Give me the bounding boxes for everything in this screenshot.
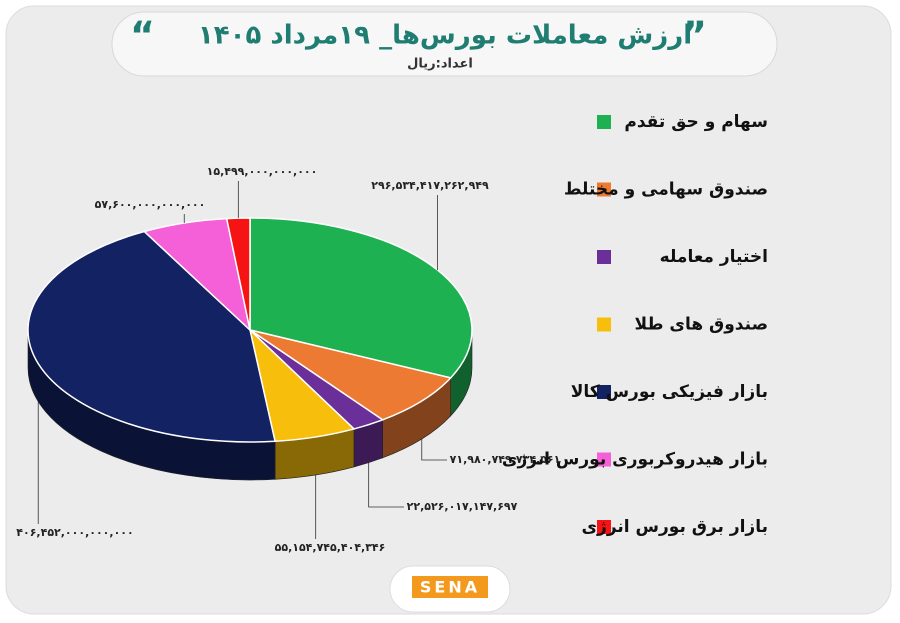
logo-text: SENA — [420, 578, 480, 597]
data-label: ۲۲,۵۲۶,۰۱۷,۱۴۷,۶۹۷ — [407, 500, 518, 513]
leader-line — [421, 438, 450, 461]
data-label-bg — [447, 451, 563, 469]
data-label: ۲۹۶,۵۳۴,۴۱۷,۲۶۲,۹۴۹ — [371, 179, 489, 192]
quote-mark: ” — [682, 14, 707, 58]
legend-swatch — [597, 452, 611, 467]
legend-label: بازار فیزیکی بورس کالا — [571, 382, 768, 402]
chart-subtitle: اعداد:ریال — [407, 57, 473, 72]
legend-swatch — [597, 250, 611, 264]
legend-label: سهام و حق تقدم — [624, 112, 768, 132]
slice — [249, 329, 453, 421]
slice — [27, 230, 277, 443]
data-label: ۱۵,۴۹۹,۰۰۰,۰۰۰,۰۰۰ — [207, 165, 318, 178]
data-label: ۷۱,۹۸۰,۷۴۹,۷۳۴,۵۶۱ — [450, 453, 561, 466]
data-label-bg — [372, 177, 488, 195]
data-label: ۴۰۶,۴۵۲,۰۰۰,۰۰۰,۰۰۰ — [16, 526, 133, 539]
data-label: ۵۷,۶۰۰,۰۰۰,۰۰۰,۰۰۰ — [95, 198, 206, 211]
logo-box — [412, 576, 488, 598]
legend-swatch — [597, 115, 611, 129]
data-label-bg — [92, 196, 208, 214]
legend-label: اختیار معامله — [660, 247, 768, 267]
title-pill — [111, 11, 778, 77]
data-label: ۵۵,۱۵۴,۷۴۵,۴۰۴,۳۴۶ — [275, 541, 386, 554]
chart-title: ارزش معاملات بورس‌ها_ ۱۹مرداد ۱۴۰۵ — [198, 21, 692, 51]
leader-line — [368, 462, 407, 508]
legend-swatch — [597, 317, 611, 332]
legend-label: بازار برق بورس انرژی — [581, 517, 768, 537]
data-label-bg — [17, 524, 133, 542]
data-label-bg — [404, 498, 520, 516]
quote-mark: “ — [130, 14, 155, 58]
legend-label: بازار هیدروکربوری بورس انرژی — [502, 450, 768, 470]
data-label-bg — [204, 163, 320, 181]
legend-swatch — [597, 385, 611, 399]
legend-label: صندوق های طلا — [635, 315, 768, 335]
legend-swatch — [597, 520, 611, 534]
data-label-bg — [272, 539, 388, 557]
legend-swatch — [597, 182, 611, 197]
legend-label: صندوق سهامی و مختلط — [564, 180, 768, 200]
